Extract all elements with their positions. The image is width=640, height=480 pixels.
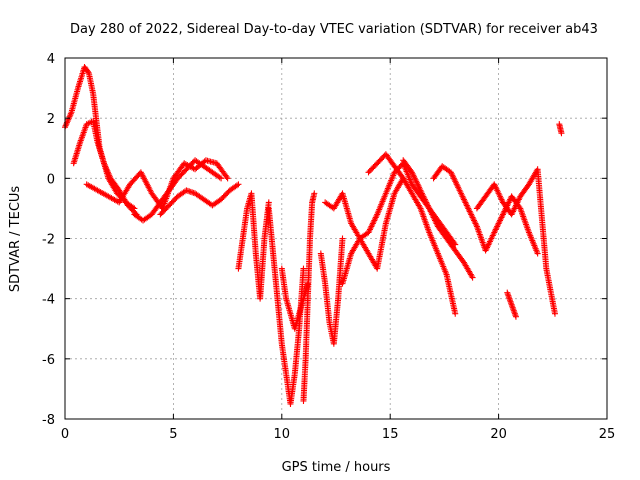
series-sat-e [157, 181, 242, 218]
y-tick-label: -4 [42, 293, 55, 308]
data-point [216, 174, 223, 181]
x-tick-label: 5 [169, 427, 177, 442]
series-sat-d [131, 157, 225, 224]
x-tick-label: 10 [274, 427, 291, 442]
data-point [224, 175, 231, 182]
data-point [218, 175, 225, 182]
y-axis-label: SDTVAR / TECUs [8, 186, 23, 293]
series-sat-j [317, 235, 346, 347]
series-sat-i [300, 190, 318, 404]
data-point [551, 310, 558, 317]
x-axis-label: GPS time / hours [282, 460, 391, 475]
data-point [339, 235, 346, 242]
series-sat-k [322, 160, 459, 248]
data-point [512, 313, 519, 320]
data-point [300, 265, 307, 272]
chart-title: Day 280 of 2022, Sidereal Day-to-day VTE… [70, 22, 598, 37]
y-tick-label: 4 [47, 52, 55, 67]
y-tick-label: -6 [42, 353, 55, 368]
y-tick-label: 0 [47, 172, 55, 187]
x-tick-label: 0 [61, 427, 69, 442]
y-tick-label: -2 [42, 233, 55, 248]
series-sat-p [473, 166, 558, 317]
data-point [84, 68, 91, 75]
y-tick-label: -8 [42, 413, 55, 428]
data-point [235, 181, 242, 188]
data-point [534, 250, 541, 257]
data-point [452, 310, 459, 317]
series-sat-r [556, 121, 565, 137]
x-tick-label: 15 [382, 427, 399, 442]
series-sat-n [400, 157, 476, 281]
series-sat-f [235, 190, 272, 302]
series-sat-q [504, 289, 519, 320]
data-point [558, 130, 565, 137]
x-tick-label: 20 [490, 427, 507, 442]
series-sat-l [339, 175, 407, 287]
data-point [469, 274, 476, 281]
data-points [62, 64, 565, 407]
data-point [233, 182, 240, 189]
series-sat-b [70, 118, 140, 218]
y-tick-label: 2 [47, 112, 55, 127]
grid [65, 58, 607, 419]
x-tick-label: 25 [599, 427, 616, 442]
series-sat-m [365, 151, 459, 317]
data-point [311, 190, 318, 197]
data-point [223, 173, 230, 180]
data-point [265, 199, 272, 206]
